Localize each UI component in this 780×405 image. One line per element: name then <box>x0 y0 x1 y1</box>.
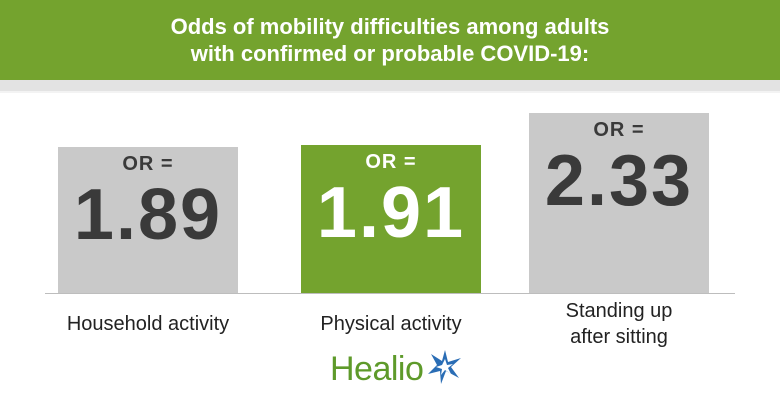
star-icon <box>428 350 461 384</box>
category-label-standing-up-after-sitting: Standing up after sitting <box>499 298 739 350</box>
category-label-household-activity: Household activity <box>28 311 268 337</box>
bar-standing-up-after-sitting: OR = 2.33 <box>529 113 709 293</box>
or-label: OR = <box>122 153 174 175</box>
or-value: 1.89 <box>73 175 223 255</box>
category-label-physical-activity: Physical activity <box>271 311 511 337</box>
header-shadow-band-light <box>0 91 780 93</box>
or-label: OR = <box>365 151 417 173</box>
bar-household-activity: OR = 1.89 <box>58 147 238 293</box>
title-line-1: Odds of mobility difficulties among adul… <box>170 14 610 39</box>
or-value: 2.33 <box>544 141 694 221</box>
category-label-line: Physical activity <box>320 313 462 335</box>
chart-title: Odds of mobility difficulties among adul… <box>0 13 780 67</box>
healio-logo: Healio <box>330 350 480 392</box>
category-label-line: after sitting <box>570 326 668 348</box>
header-shadow-band <box>0 80 780 91</box>
category-label-line: Standing up <box>565 300 673 322</box>
bar-physical-activity: OR = 1.91 <box>301 145 481 293</box>
or-label: OR = <box>593 119 645 141</box>
category-label-line: Household activity <box>66 313 230 335</box>
title-line-2: with confirmed or probable COVID-19: <box>190 41 590 66</box>
or-value: 1.91 <box>316 173 466 253</box>
logo-text: Healio <box>330 350 424 388</box>
header-banner: Odds of mobility difficulties among adul… <box>0 0 780 80</box>
chart-baseline <box>45 293 735 294</box>
